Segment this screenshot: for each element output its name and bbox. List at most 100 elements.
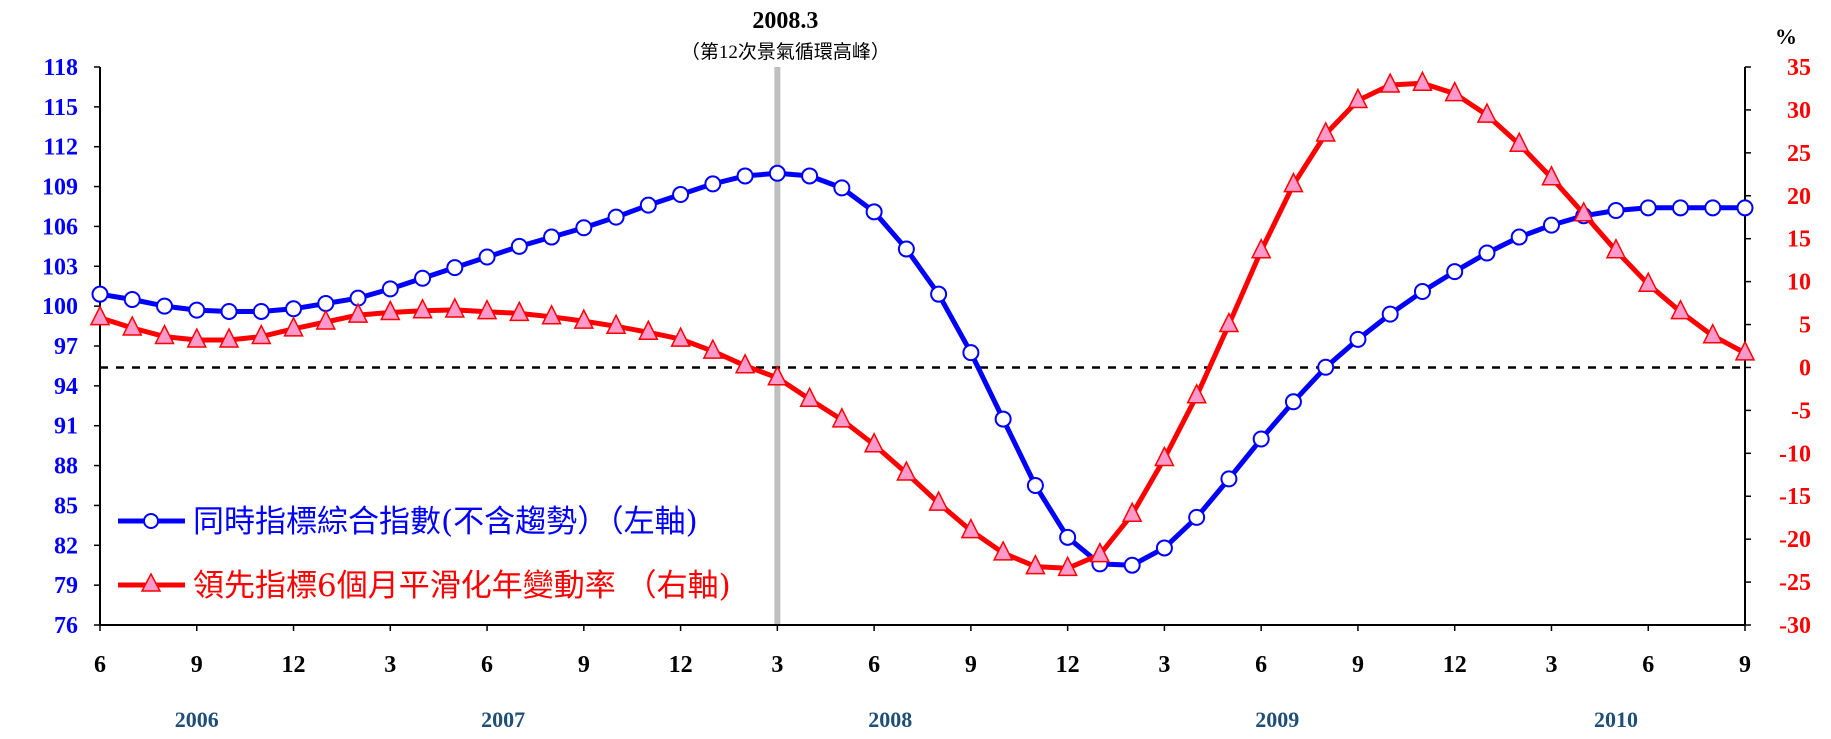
data-point-triangle [1605, 238, 1627, 259]
data-point-triangle [444, 297, 466, 318]
data-point-triangle [218, 327, 240, 348]
data-point-circle [962, 344, 980, 362]
left-tick-label: 88 [54, 454, 78, 480]
right-tick-label: 5 [1799, 313, 1811, 339]
legend-label-coincident: 同時指標綜合指數(不含趨勢）（左軸) [193, 504, 698, 540]
data-point-circle [1155, 539, 1173, 557]
legend-label-leading: 領先指標6個月平滑化年變動率 （右軸) [193, 568, 731, 604]
data-point-circle [1059, 528, 1077, 546]
peak-marker-group: 2008.3 （第12次景氣循環高峰） [681, 8, 890, 63]
left-tick-label: 115 [43, 95, 78, 121]
x-tick-label: 12 [1443, 652, 1467, 678]
right-tick-label: 0 [1799, 355, 1811, 381]
data-point-triangle [347, 302, 369, 323]
data-point-triangle [960, 517, 982, 539]
data-point-circle [91, 285, 109, 303]
data-point-triangle [1444, 80, 1465, 102]
data-point-triangle [1734, 340, 1756, 361]
x-tick-label: 12 [282, 652, 306, 678]
right-tick-label: -25 [1779, 570, 1811, 596]
year-label: 2008 [868, 707, 912, 732]
data-point-triangle [1347, 87, 1369, 109]
x-tick-label: 6 [481, 652, 493, 678]
data-point-triangle [928, 490, 949, 511]
data-point-triangle [1121, 501, 1143, 523]
data-point-triangle [1057, 555, 1078, 577]
data-point-triangle [1218, 311, 1240, 333]
data-point-circle [1704, 199, 1722, 217]
data-point-triangle [1541, 165, 1562, 186]
data-point-triangle [283, 316, 304, 337]
data-point-triangle [767, 365, 788, 386]
left-tick-label: 97 [54, 334, 78, 360]
data-point-circle [1123, 556, 1141, 574]
data-point-circle [285, 300, 303, 318]
x-tick-label: 3 [384, 652, 396, 678]
data-point-circle [478, 248, 496, 266]
left-tick-label: 106 [42, 214, 78, 240]
right-tick-label: 35 [1787, 55, 1811, 81]
data-point-circle [220, 302, 238, 320]
x-tick-label: 3 [771, 652, 783, 678]
data-point-circle [801, 167, 819, 185]
data-point-circle [736, 167, 754, 185]
data-point-triangle [605, 313, 627, 335]
data-point-circle [1478, 244, 1496, 262]
data-point-triangle [1476, 102, 1498, 123]
data-point-circle [897, 240, 915, 258]
right-tick-label: -30 [1779, 613, 1811, 639]
x-tick-label: 9 [578, 652, 590, 678]
year-label: 2006 [175, 707, 219, 732]
data-point-triangle [1670, 298, 1691, 320]
data-point-circle [639, 196, 657, 214]
data-point-triangle [186, 327, 207, 348]
data-point-circle [1026, 477, 1044, 494]
data-point-triangle [1186, 383, 1207, 404]
x-tick-label: 6 [94, 652, 106, 678]
data-point-triangle [154, 323, 175, 345]
data-point-triangle [412, 298, 433, 319]
x-tick-label: 12 [1056, 652, 1080, 678]
data-point-circle [768, 164, 786, 182]
data-point-triangle [1573, 201, 1594, 222]
data-point-circle [381, 280, 399, 298]
data-point-triangle [1283, 171, 1304, 193]
x-tick-label: 3 [1545, 652, 1557, 678]
right-tick-label: -20 [1779, 527, 1811, 553]
data-point-triangle [89, 304, 111, 326]
data-point-circle [865, 203, 883, 221]
data-point-circle [252, 302, 270, 320]
data-point-circle [156, 297, 174, 315]
data-point-triangle [863, 432, 885, 453]
data-point-triangle [380, 299, 401, 321]
x-tick-label: 6 [1642, 652, 1654, 678]
data-point-circle [1317, 358, 1335, 376]
data-point-triangle [1025, 553, 1046, 575]
data-point-circle [543, 228, 561, 246]
data-point-triangle [476, 298, 498, 320]
data-point-triangle [638, 319, 659, 341]
data-point-triangle [1379, 72, 1401, 93]
data-point-triangle [509, 300, 530, 322]
data-point-circle [1510, 228, 1528, 246]
left-tick-label: 94 [54, 374, 78, 400]
left-tick-label: 118 [43, 55, 78, 81]
data-point-triangle [1509, 131, 1530, 153]
x-tick-label: 6 [1255, 652, 1267, 678]
data-point-circle [672, 186, 690, 204]
right-tick-label: -15 [1779, 484, 1811, 510]
right-tick-label: -10 [1779, 441, 1811, 467]
right-tick-label: 30 [1787, 98, 1811, 124]
data-point-circle [414, 269, 432, 287]
x-tick-label: 12 [669, 652, 693, 678]
data-point-triangle [1250, 238, 1272, 259]
left-tick-label: 85 [54, 493, 78, 519]
data-point-circle [446, 259, 464, 277]
legend: 同時指標綜合指數(不含趨勢）（左軸) 領先指標6個月平滑化年變動率 （右軸) [118, 504, 731, 604]
data-point-circle [123, 291, 141, 308]
data-point-circle [317, 294, 335, 312]
data-point-circle [1220, 470, 1238, 488]
left-tick-label: 112 [43, 135, 78, 161]
data-point-circle [1252, 430, 1270, 448]
